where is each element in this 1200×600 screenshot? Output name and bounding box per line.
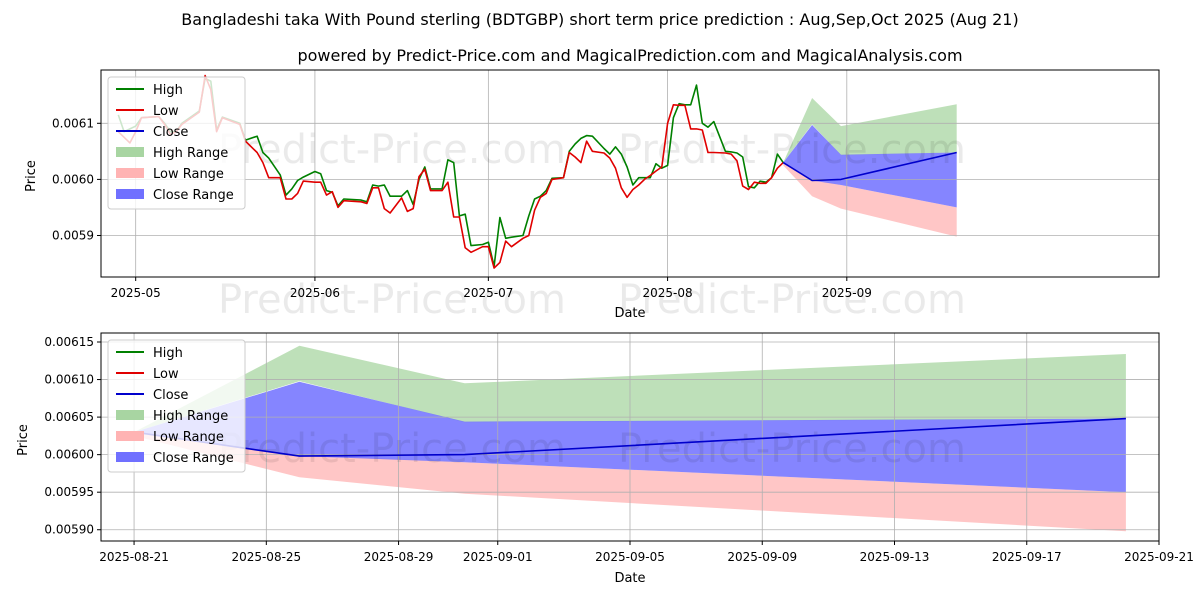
top-range-bands <box>783 98 957 237</box>
x-tick-label: 2025-09-17 <box>992 550 1062 564</box>
watermark: Predict-Price.com <box>218 127 566 173</box>
chart-title: Bangladeshi taka With Pound sterling (BD… <box>181 10 1018 29</box>
x-tick-label: 2025-09 <box>822 286 872 300</box>
x-tick-label: 2025-06 <box>290 286 340 300</box>
y-tick-label: 0.00595 <box>44 485 94 499</box>
y-tick-label: 0.0060 <box>52 172 94 186</box>
legend-label-low_range: Low Range <box>153 167 224 182</box>
high-range-band <box>783 98 957 163</box>
close-series-line <box>782 151 957 182</box>
legend-swatch-high_range <box>116 147 144 157</box>
legend-swatch-high_range <box>116 410 144 420</box>
legend-label-close_range: Close Range <box>153 188 234 203</box>
legend-label-high_range: High Range <box>153 409 228 424</box>
top-axes: 2025-05 2025-06 2025-07 2025-08 2025-09 0.005… <box>52 116 872 300</box>
top-watermarks: Predict-Price.com Predict-Price.com Pred… <box>218 127 966 323</box>
top-y-axis-label: Price <box>24 160 39 192</box>
x-tick-label: 2025-09-05 <box>595 550 665 564</box>
x-tick-label: 2025-08-29 <box>364 550 434 564</box>
watermark: Predict-Price.com <box>218 426 566 472</box>
legend-label-low_range: Low Range <box>153 430 224 445</box>
top-x-axis-label: Date <box>614 306 645 321</box>
legend-label-low: Low <box>153 367 179 382</box>
x-tick-label: 2025-08-25 <box>231 550 301 564</box>
legend-swatch-low_range <box>116 431 144 441</box>
legend-swatch-close_range <box>116 189 144 199</box>
x-tick-label: 2025-07 <box>463 286 513 300</box>
x-tick-label: 2025-09-13 <box>860 550 930 564</box>
legend-label-high_range: High Range <box>153 146 228 161</box>
bottom-chart-panel: Predict-Price.com Predict-Price.com 2025… <box>16 332 1194 586</box>
legend-swatch-close_range <box>116 452 144 462</box>
top-gridlines <box>101 70 1159 277</box>
legend-label-close: Close <box>153 125 188 140</box>
x-tick-label: 2025-09-01 <box>463 550 533 564</box>
bottom-legend: High Low Close High Range Low Range Close Ran… <box>107 339 246 473</box>
top-series-lines <box>117 74 957 269</box>
x-tick-label: 2025-05 <box>111 286 161 300</box>
x-tick-label: 2025-08 <box>643 286 693 300</box>
top-plot-frame <box>100 69 1160 278</box>
watermark: Predict-Price.com <box>218 277 566 323</box>
legend-label-high: High <box>153 83 183 98</box>
top-chart-panel: Predict-Price.com Predict-Price.com Pred… <box>24 69 1160 323</box>
y-tick-label: 0.0059 <box>52 228 94 242</box>
watermark: Predict-Price.com <box>618 127 966 173</box>
y-tick-label: 0.0061 <box>52 116 94 130</box>
legend-label-low: Low <box>153 104 179 119</box>
x-tick-label: 2025-09-09 <box>727 550 797 564</box>
legend-label-close_range: Close Range <box>153 451 234 466</box>
bottom-gridlines <box>101 333 1160 541</box>
bottom-x-axis-label: Date <box>614 571 645 586</box>
close-range-band <box>783 125 957 208</box>
bottom-watermarks: Predict-Price.com Predict-Price.com <box>218 426 966 472</box>
watermark: Predict-Price.com <box>618 426 966 472</box>
legend-swatch-low_range <box>116 168 144 178</box>
bottom-axes: 2025-08-21 2025-08-25 2025-08-29 2025-09-01… <box>44 335 1194 564</box>
watermark: Predict-Price.com <box>618 277 966 323</box>
legend-label-close: Close <box>153 388 188 403</box>
bottom-y-axis-label: Price <box>16 424 31 456</box>
low-range-band <box>783 162 957 237</box>
low-series-line <box>117 74 784 269</box>
legend-label-high: High <box>153 346 183 361</box>
x-tick-label: 2025-08-21 <box>99 550 169 564</box>
y-tick-label: 0.00600 <box>44 448 94 462</box>
y-tick-label: 0.00590 <box>44 523 94 537</box>
y-tick-label: 0.00610 <box>44 373 94 387</box>
chart-subtitle: powered by Predict-Price.com and Magical… <box>297 46 962 65</box>
x-tick-label: 2025-09-21 <box>1124 550 1194 564</box>
y-tick-label: 0.00605 <box>44 410 94 424</box>
top-legend: High Low Close High Range Low Range Close Ran… <box>107 76 246 210</box>
y-tick-label: 0.00615 <box>44 335 94 349</box>
